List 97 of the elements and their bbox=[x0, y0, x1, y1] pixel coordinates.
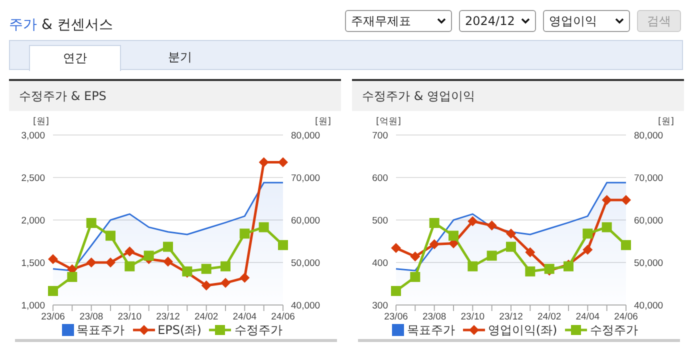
legend-label: 목표주가 bbox=[76, 323, 125, 337]
point bbox=[429, 239, 440, 250]
x-tick-label: 23/08 bbox=[422, 312, 446, 323]
point bbox=[486, 220, 497, 231]
point bbox=[602, 195, 612, 206]
y-tick-label: 500 bbox=[372, 215, 388, 226]
point bbox=[258, 157, 269, 168]
point bbox=[106, 258, 116, 268]
point bbox=[144, 250, 154, 261]
text: 영업이익 bbox=[549, 12, 597, 30]
point bbox=[468, 261, 478, 272]
text: 주가 bbox=[9, 17, 37, 33]
text: 분기 bbox=[167, 49, 193, 66]
point bbox=[240, 272, 250, 283]
chart-title: 수정주가 & 영업이익 bbox=[352, 81, 684, 111]
y-tick-label: 2,000 bbox=[21, 215, 45, 226]
point bbox=[48, 254, 58, 264]
point bbox=[124, 261, 135, 272]
point bbox=[278, 240, 288, 250]
y2-tick-label: 60,000 bbox=[291, 215, 320, 226]
y2-tick-label: 50,000 bbox=[291, 258, 320, 269]
y-tick-label: 1,000 bbox=[21, 300, 45, 312]
point bbox=[106, 230, 116, 241]
point bbox=[410, 272, 420, 282]
x-tick-label: 23/10 bbox=[118, 312, 142, 323]
point bbox=[582, 244, 593, 255]
x-tick-label: 23/10 bbox=[460, 312, 485, 323]
point bbox=[506, 242, 516, 252]
point bbox=[582, 228, 593, 239]
point bbox=[429, 218, 440, 228]
point bbox=[602, 222, 612, 232]
point bbox=[86, 258, 96, 268]
y2-axis-title: [원] bbox=[658, 116, 674, 128]
point bbox=[486, 250, 497, 261]
x-tick-label: 24/02 bbox=[537, 312, 562, 323]
x-tick-label: 23/12 bbox=[499, 312, 523, 323]
y2-tick-label: 60,000 bbox=[634, 215, 664, 226]
point bbox=[163, 242, 173, 252]
text: 2024/12 bbox=[465, 14, 515, 28]
text: & 컨센서스 bbox=[41, 17, 113, 33]
point bbox=[525, 266, 536, 276]
y-tick-label: 1,500 bbox=[21, 258, 45, 269]
y-tick-label: 300 bbox=[372, 300, 388, 312]
y-tick-label: 3,000 bbox=[21, 130, 45, 142]
x-tick-label: 23/08 bbox=[79, 312, 104, 323]
x-tick-label: 24/06 bbox=[271, 312, 295, 323]
x-tick-label: 24/04 bbox=[576, 312, 600, 323]
point bbox=[240, 228, 250, 239]
point bbox=[525, 247, 536, 258]
y-tick-label: 700 bbox=[372, 130, 388, 142]
legend-label: 수정주가 bbox=[590, 323, 638, 337]
point bbox=[48, 286, 58, 296]
legend-label: 수정주가 bbox=[234, 323, 282, 337]
point bbox=[506, 228, 516, 239]
y2-tick-label: 70,000 bbox=[291, 172, 320, 184]
y-tick-label: 2,500 bbox=[21, 172, 45, 184]
y-tick-label: 400 bbox=[372, 258, 388, 269]
point bbox=[410, 252, 420, 262]
y2-tick-label: 80,000 bbox=[291, 130, 320, 142]
point bbox=[258, 222, 269, 232]
legend-label: 목표주가 bbox=[406, 323, 455, 337]
point bbox=[163, 256, 173, 267]
point bbox=[448, 230, 458, 241]
y2-tick-label: 50,000 bbox=[634, 258, 664, 269]
text: 연간 bbox=[29, 45, 121, 71]
chart-title: 수정주가 & EPS bbox=[9, 81, 341, 111]
y2-axis-title: [원] bbox=[314, 116, 331, 128]
point bbox=[201, 264, 212, 274]
x-tick-label: 24/06 bbox=[614, 312, 638, 323]
x-tick-label: 24/02 bbox=[194, 312, 218, 323]
y-axis-title: [원] bbox=[33, 116, 50, 128]
point bbox=[220, 278, 230, 288]
point bbox=[468, 216, 478, 226]
text: 주재무제표 bbox=[351, 12, 411, 30]
point bbox=[201, 280, 212, 290]
point bbox=[124, 246, 135, 256]
y2-tick-label: 40,000 bbox=[291, 300, 320, 312]
x-tick-label: 24/04 bbox=[232, 312, 257, 323]
point bbox=[621, 195, 631, 206]
y-axis-title: [억원] bbox=[376, 116, 402, 128]
y-tick-label: 600 bbox=[372, 172, 388, 184]
y2-tick-label: 70,000 bbox=[634, 172, 664, 184]
x-tick-label: 23/12 bbox=[156, 312, 180, 323]
point bbox=[67, 272, 78, 282]
point bbox=[86, 218, 96, 228]
y2-tick-label: 80,000 bbox=[634, 130, 664, 142]
point bbox=[621, 240, 631, 250]
x-tick-label: 23/06 bbox=[41, 312, 65, 323]
point bbox=[391, 243, 401, 254]
legend-label: 영업이익(좌) bbox=[488, 323, 558, 337]
point bbox=[278, 157, 288, 168]
point bbox=[391, 286, 401, 296]
point bbox=[220, 261, 230, 272]
y2-tick-label: 40,000 bbox=[634, 300, 664, 312]
x-tick-label: 23/06 bbox=[384, 312, 408, 323]
legend-label: EPS(좌) bbox=[158, 323, 202, 337]
text: 검색 bbox=[637, 10, 681, 32]
